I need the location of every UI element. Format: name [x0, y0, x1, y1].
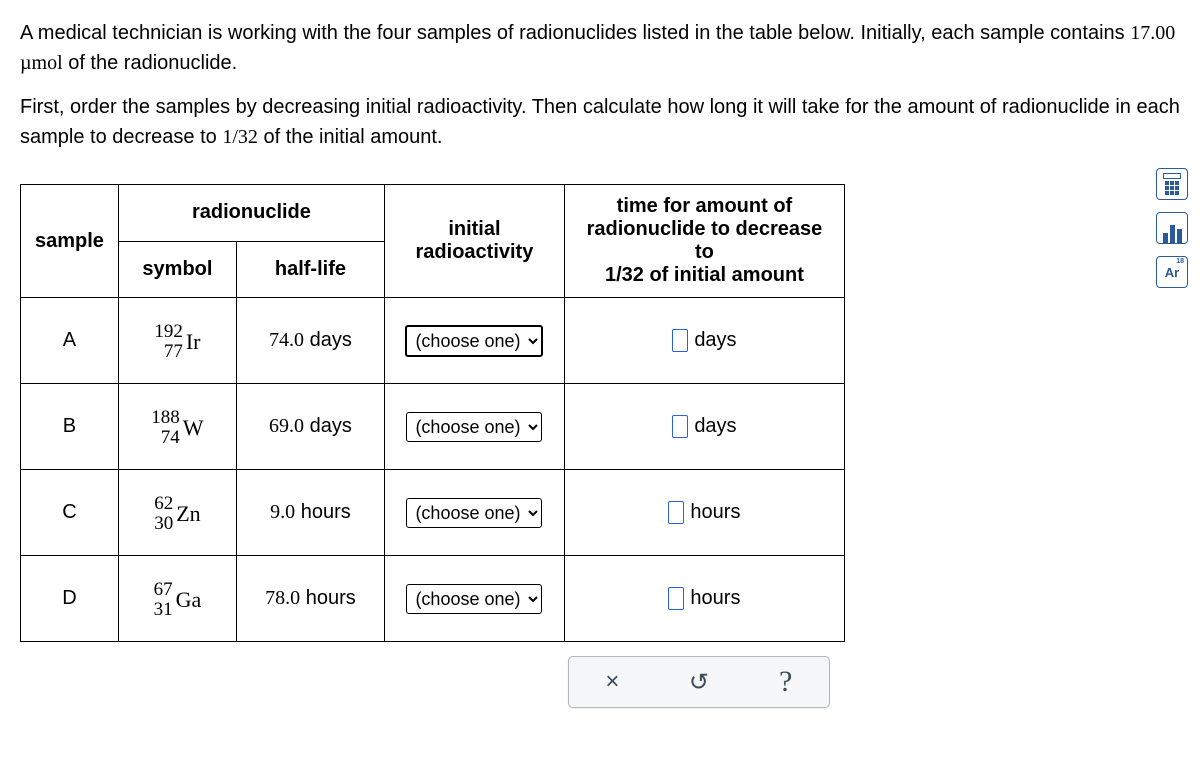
calculator-button[interactable]	[1156, 168, 1188, 200]
help-icon: ?	[779, 665, 792, 699]
close-icon: ×	[605, 668, 619, 696]
half-life-value: 9.0 hours	[236, 470, 384, 556]
table-row: A 19277 Ir 74.0 days (choose one) days	[21, 298, 845, 384]
element-symbol: Ar	[1165, 265, 1179, 280]
help-button[interactable]: ?	[761, 662, 811, 702]
clear-button[interactable]: ×	[587, 662, 637, 702]
radionuclide-table: sample radionuclide initial radioactivit…	[20, 184, 845, 642]
isotope-symbol: 6731 Ga	[118, 556, 236, 642]
time-answer-input[interactable]	[668, 501, 684, 524]
isotope-symbol: 19277 Ir	[118, 298, 236, 384]
half-life-value: 69.0 days	[236, 384, 384, 470]
initial-radioactivity-cell: (choose one)	[384, 384, 564, 470]
element-mass: 18	[1176, 258, 1184, 265]
isotope-symbol: 18874 W	[118, 384, 236, 470]
calculator-icon	[1163, 173, 1181, 179]
time-answer-input[interactable]	[668, 587, 684, 610]
sample-label: D	[21, 556, 119, 642]
time-answer-input[interactable]	[672, 329, 688, 352]
time-answer-cell: hours	[564, 556, 844, 642]
header-radionuclide: radionuclide	[118, 185, 384, 242]
table-row: D 6731 Ga 78.0 hours (choose one) hours	[21, 556, 845, 642]
time-answer-input[interactable]	[672, 415, 688, 438]
header-initial-radioactivity: initial radioactivity	[384, 185, 564, 298]
prompt-text: A medical technician is working with the…	[20, 22, 1130, 44]
sample-label: A	[21, 298, 119, 384]
table-row: B 18874 W 69.0 days (choose one) days	[21, 384, 845, 470]
undo-button[interactable]: ↺	[674, 662, 724, 702]
radioactivity-order-select[interactable]: (choose one)	[406, 498, 542, 528]
sample-label: C	[21, 470, 119, 556]
half-life-value: 78.0 hours	[236, 556, 384, 642]
isotope-symbol: 6230 Zn	[118, 470, 236, 556]
time-answer-cell: days	[564, 384, 844, 470]
fraction: 1/32	[222, 126, 258, 148]
bars-icon	[1163, 233, 1168, 243]
answer-toolbar: × ↺ ?	[568, 656, 830, 708]
header-symbol: symbol	[118, 241, 236, 298]
undo-icon: ↺	[689, 668, 709, 697]
time-answer-cell: days	[564, 298, 844, 384]
prompt-text: First, order the samples by decreasing i…	[20, 96, 1180, 148]
initial-radioactivity-cell: (choose one)	[384, 298, 564, 384]
initial-radioactivity-cell: (choose one)	[384, 556, 564, 642]
header-sample: sample	[21, 185, 119, 298]
radioactivity-order-select[interactable]: (choose one)	[406, 412, 542, 442]
half-life-value: 74.0 days	[236, 298, 384, 384]
prompt-text: of the initial amount.	[258, 126, 443, 148]
sample-label: B	[21, 384, 119, 470]
data-table-button[interactable]	[1156, 212, 1188, 244]
question-prompt: A medical technician is working with the…	[20, 18, 1180, 152]
radioactivity-order-select[interactable]: (choose one)	[406, 584, 542, 614]
initial-radioactivity-cell: (choose one)	[384, 470, 564, 556]
header-time-to-decrease: time for amount of radionuclide to decre…	[564, 185, 844, 298]
header-half-life: half-life	[236, 241, 384, 298]
prompt-text: of the radionuclide.	[63, 52, 238, 74]
tool-sidebar: 18 Ar	[1156, 168, 1188, 288]
table-row: C 6230 Zn 9.0 hours (choose one) hours	[21, 470, 845, 556]
time-answer-cell: hours	[564, 470, 844, 556]
radioactivity-order-select[interactable]: (choose one)	[405, 325, 543, 357]
periodic-table-button[interactable]: 18 Ar	[1156, 256, 1188, 288]
